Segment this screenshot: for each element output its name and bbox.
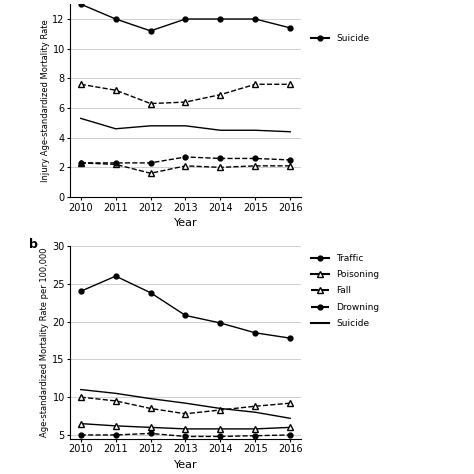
Legend: Suicide: Suicide bbox=[308, 31, 373, 47]
Text: b: b bbox=[29, 238, 38, 251]
Y-axis label: Age-standardized Mortality Rate per 100,000: Age-standardized Mortality Rate per 100,… bbox=[40, 247, 49, 437]
Y-axis label: Injury Age-standardized Mortality Rate: Injury Age-standardized Mortality Rate bbox=[41, 19, 50, 182]
Legend: Traffic, Poisoning, Fall, Drowning, Suicide: Traffic, Poisoning, Fall, Drowning, Suic… bbox=[308, 250, 383, 331]
X-axis label: Year: Year bbox=[173, 460, 197, 470]
X-axis label: Year: Year bbox=[173, 218, 197, 228]
